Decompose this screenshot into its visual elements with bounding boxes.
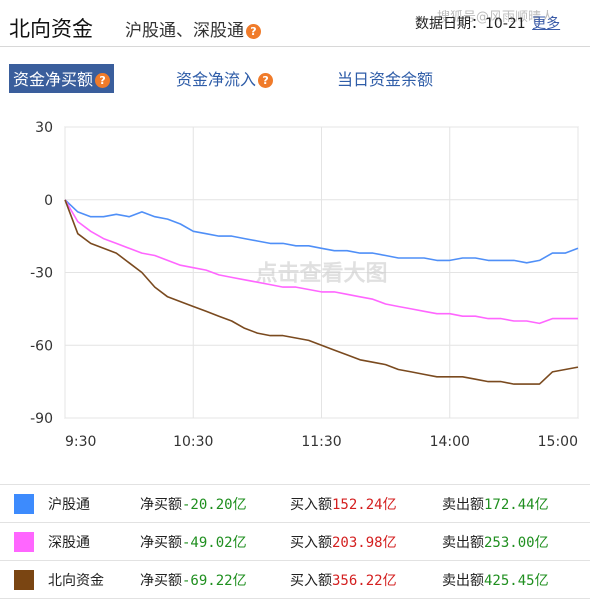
sell-label: 卖出额 [442,497,484,513]
table-row: 深股通 净买额-49.02亿 买入额203.98亿 卖出额253.00亿 [0,523,590,561]
legend-table: 沪股通 净买额-20.20亿 买入额152.24亿 卖出额172.44亿 深股通… [0,484,590,599]
sell-value: 253.00亿 [484,535,549,551]
x-tick-label: 11:30 [301,434,341,450]
sell-cell: 卖出额425.45亿 [442,570,549,590]
help-icon[interactable]: ? [246,23,261,39]
series-line [64,199,579,264]
x-tick-label: 9:30 [65,434,96,450]
line-chart: 30 0 -30 -60 -90 9:30 10:30 11:30 14:00 15:00 点击查看… [30,120,579,450]
series-swatch [14,532,34,552]
series-name: 沪股通 [48,497,90,513]
x-tick-label: 15:00 [538,434,578,450]
y-tick-label: 30 [35,120,53,136]
y-tick-label: -60 [30,338,53,354]
header: 北向资金 沪股通、深股通? 搜狐号@风雨顺晴人 数据日期：10-21 更多 [0,0,590,46]
x-tick-label: 10:30 [173,434,213,450]
sell-cell: 卖出额253.00亿 [442,532,549,552]
x-tick-label: 14:00 [430,434,470,450]
sell-value: 425.45亿 [484,573,549,589]
subtitle-text: 沪股通、深股通 [125,21,244,41]
buy-value: 356.22亿 [332,573,397,589]
net-buy-cell: 净买额-49.02亿 [140,532,247,552]
more-link[interactable]: 更多 [532,16,561,32]
tab-daily-balance-label: 当日资金余额 [337,70,434,89]
header-divider [0,46,590,47]
y-tick-label: -90 [30,411,53,427]
buy-label: 买入额 [290,535,332,551]
series-line [64,199,578,325]
series-line [64,199,579,385]
net-buy-label: 净买额 [140,497,182,513]
net-buy-cell: 净买额-69.22亿 [140,570,247,590]
net-buy-value: -49.02亿 [182,535,247,551]
tab-net-buy[interactable]: 资金净买额? [9,64,115,93]
table-row: 北向资金 净买额-69.22亿 买入额356.22亿 卖出额425.45亿 [0,561,590,599]
tab-daily-balance[interactable]: 当日资金余额 [337,66,433,90]
buy-cell: 买入额356.22亿 [290,570,397,590]
sell-value: 172.44亿 [484,497,549,513]
watermark: 搜狐号@风雨顺晴人 [437,10,555,25]
data-date-text: 数据日期：10-21 [415,16,526,32]
help-icon[interactable]: ? [95,73,111,88]
series-swatch [14,570,34,590]
tab-net-inflow[interactable]: 资金净流入? [176,66,274,90]
buy-cell: 买入额203.98亿 [290,532,397,552]
data-date: 数据日期：10-21 更多 [415,13,560,33]
net-buy-value: -20.20亿 [182,497,247,513]
series-name: 北向资金 [48,573,104,589]
buy-value: 203.98亿 [332,535,397,551]
net-buy-label: 净买额 [140,535,182,551]
chart-watermark: 点击查看大图 [255,261,387,287]
net-buy-value: -69.22亿 [182,573,247,589]
y-tick-label: 0 [44,193,53,209]
tab-bar: 资金净买额? 资金净流入? 当日资金余额 [0,62,590,96]
buy-value: 152.24亿 [332,497,397,513]
page-subtitle: 沪股通、深股通? [125,16,261,41]
tab-net-buy-label: 资金净买额 [13,70,94,89]
series-swatch [14,494,34,514]
buy-label: 买入额 [290,497,332,513]
series-name: 深股通 [48,535,90,551]
net-buy-cell: 净买额-20.20亿 [140,494,247,514]
sell-cell: 卖出额172.44亿 [442,494,549,514]
y-tick-label: -30 [30,266,53,282]
table-row: 沪股通 净买额-20.20亿 买入额152.24亿 卖出额172.44亿 [0,484,590,523]
net-buy-label: 净买额 [140,573,182,589]
page-title: 北向资金 [9,17,93,41]
sell-label: 卖出额 [442,573,484,589]
buy-cell: 买入额152.24亿 [290,494,397,514]
chart: 30 0 -30 -60 -90 9:30 10:30 11:30 14:00 15:00 点击查看… [0,105,590,465]
tab-net-inflow-label: 资金净流入 [176,70,257,89]
sell-label: 卖出额 [442,535,484,551]
help-icon[interactable]: ? [258,73,274,88]
buy-label: 买入额 [290,573,332,589]
